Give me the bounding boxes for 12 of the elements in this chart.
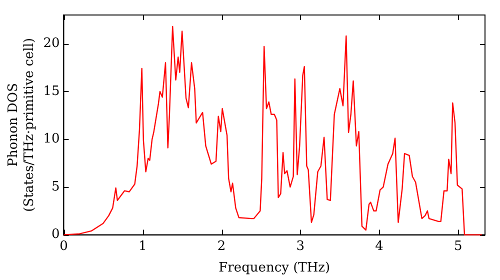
y-tick-label: 15 bbox=[43, 84, 60, 99]
x-tick-label: 4 bbox=[375, 238, 384, 254]
y-axis-title: Phonon DOS (States/THz·primitive cell) bbox=[6, 38, 37, 212]
y-tick-label: 20 bbox=[43, 36, 60, 52]
x-tick-label: 1 bbox=[138, 238, 147, 254]
y-tick-label: 5 bbox=[51, 179, 60, 194]
x-tick-label: 2 bbox=[217, 238, 226, 254]
y-tick-label: 0 bbox=[51, 227, 60, 242]
x-tick-label: 5 bbox=[454, 238, 462, 254]
x-tick-label: 3 bbox=[296, 238, 305, 254]
x-axis-title: Frequency (THz) bbox=[218, 260, 330, 276]
y-tick-label: 10 bbox=[43, 132, 60, 147]
